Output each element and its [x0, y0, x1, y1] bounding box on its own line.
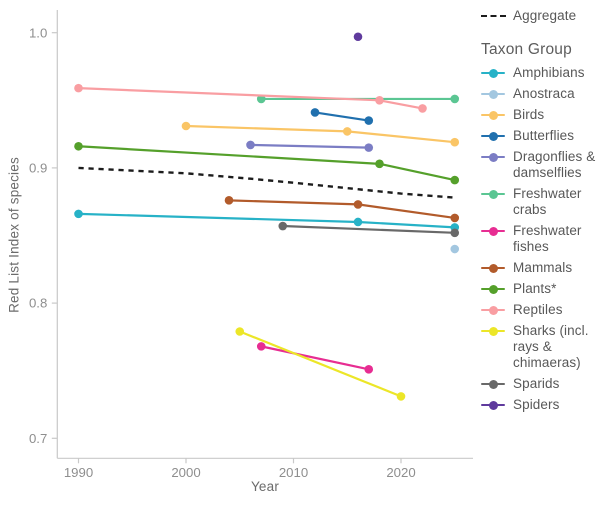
data-point-reptiles [375, 96, 384, 105]
legend-item-sharks-incl-rays-chimaeras: Sharks (incl. rays & chimaeras) [481, 323, 599, 371]
data-point-amphibians [74, 209, 83, 219]
data-point-sharks-incl-rays-chimaeras [235, 327, 245, 336]
data-point-plants [375, 159, 384, 169]
legend-swatch-reptiles [481, 302, 507, 318]
series-line-birds [184, 124, 456, 144]
series-line-mammals [227, 199, 456, 220]
data-point-freshwater-crabs [256, 94, 266, 104]
legend-label-dragonflies-damselflies: Dragonflies & damselflies [513, 149, 596, 180]
legend-item-freshwater-crabs: Freshwater crabs [481, 186, 599, 218]
legend-swatch-freshwater-fishes [481, 223, 507, 239]
legend-item-aggregate: Aggregate [481, 8, 599, 24]
legend-item-anostraca: Anostraca [481, 86, 599, 102]
data-point-plants [74, 141, 83, 151]
legend-swatch-butterflies [481, 128, 507, 144]
legend-swatch-sparids [481, 376, 507, 392]
data-point-mammals [224, 196, 234, 205]
series-line-freshwater-fishes [260, 345, 370, 371]
legend-swatch-anostraca [481, 86, 507, 102]
legend-label-aggregate: Aggregate [513, 8, 577, 23]
data-point-plants [450, 175, 460, 185]
legend-label-spiders: Spiders [513, 397, 560, 412]
legend-swatch-sharks-incl-rays-chimaeras [481, 323, 507, 339]
data-point-sparids [278, 221, 288, 231]
data-point-sharks-incl-rays-chimaeras [396, 392, 406, 401]
legend-label-freshwater-fishes: Freshwater fishes [513, 223, 582, 254]
legend-item-dragonflies-damselflies: Dragonflies & damselflies [481, 149, 599, 181]
data-point-birds [181, 121, 191, 131]
aggregate-line [78, 166, 455, 199]
series-line-plants [77, 145, 456, 182]
legend-item-birds: Birds [481, 107, 599, 123]
legend-item-spiders: Spiders [481, 397, 599, 413]
legend-label-amphibians: Amphibians [513, 65, 585, 80]
legend-swatch-mammals [481, 260, 507, 276]
data-point-butterflies [310, 108, 320, 117]
x-tick-label: 2000 [171, 465, 200, 480]
x-axis-title: Year [250, 479, 280, 494]
legend-title: Taxon Group [481, 41, 572, 58]
series-line-dragonflies-damselflies [249, 143, 370, 149]
legend-label-reptiles: Reptiles [513, 302, 563, 317]
legend-label-plants: Plants* [513, 281, 557, 296]
data-point-mammals [450, 213, 460, 223]
y-tick-label: 0.7 [29, 431, 47, 446]
legend-item-amphibians: Amphibians [481, 65, 599, 81]
legend-label-birds: Birds [513, 107, 545, 122]
legend: Aggregate Taxon Group Amphibians Anostrac… [481, 8, 599, 418]
legend-swatch-birds [481, 107, 507, 123]
legend-series-list: Amphibians Anostraca Birds Butterflies Drago… [481, 65, 599, 413]
x-tick-label: 1990 [64, 465, 93, 480]
legend-swatch-freshwater-crabs [481, 186, 507, 202]
data-point-birds [450, 137, 460, 147]
legend-label-sparids: Sparids [513, 376, 560, 391]
legend-item-butterflies: Butterflies [481, 128, 599, 144]
x-tick-label: 2020 [386, 465, 415, 480]
legend-item-plants: Plants* [481, 281, 599, 297]
data-point-freshwater-fishes [256, 342, 266, 351]
data-point-dragonflies-damselflies [364, 143, 374, 152]
series-line-butterflies [313, 111, 370, 122]
data-point-dragonflies-damselflies [246, 140, 255, 150]
legend-item-mammals: Mammals [481, 260, 599, 276]
y-axis-title: Red List Index of species [6, 157, 22, 313]
legend-label-anostraca: Anostraca [513, 86, 575, 101]
legend-item-freshwater-fishes: Freshwater fishes [481, 223, 599, 255]
legend-item-sparids: Sparids [481, 376, 599, 392]
legend-label-mammals: Mammals [513, 260, 573, 275]
legend-label-sharks-incl-rays-chimaeras: Sharks (incl. rays & chimaeras) [513, 323, 589, 370]
y-tick-label: 0.8 [29, 296, 47, 311]
aggregate-dashed-swatch [481, 8, 507, 24]
data-point-mammals [353, 200, 363, 209]
legend-label-freshwater-crabs: Freshwater crabs [513, 186, 582, 217]
legend-item-reptiles: Reptiles [481, 302, 599, 318]
legend-swatch-amphibians [481, 65, 507, 81]
data-point-amphibians [353, 217, 363, 227]
data-point-freshwater-fishes [364, 365, 374, 374]
data-point-reptiles [418, 104, 427, 113]
data-point-anostraca [450, 244, 460, 254]
series-line-amphibians [77, 212, 456, 229]
series-line-sharks-incl-rays-chimaeras [238, 330, 403, 398]
legend-swatch-spiders [481, 397, 507, 413]
data-point-spiders [353, 32, 363, 42]
data-point-butterflies [364, 116, 374, 125]
y-tick-label: 1.0 [29, 25, 47, 40]
legend-label-butterflies: Butterflies [513, 128, 575, 143]
legend-swatch-dragonflies-damselflies [481, 149, 507, 165]
legend-swatch-plants [481, 281, 507, 297]
series-line-sparids [281, 224, 456, 234]
x-tick-label: 2010 [279, 465, 308, 480]
data-point-sparids [450, 228, 460, 238]
data-point-birds [342, 127, 352, 136]
data-point-freshwater-crabs [450, 94, 460, 104]
y-tick-label: 0.9 [29, 161, 47, 176]
data-point-reptiles [74, 83, 83, 93]
